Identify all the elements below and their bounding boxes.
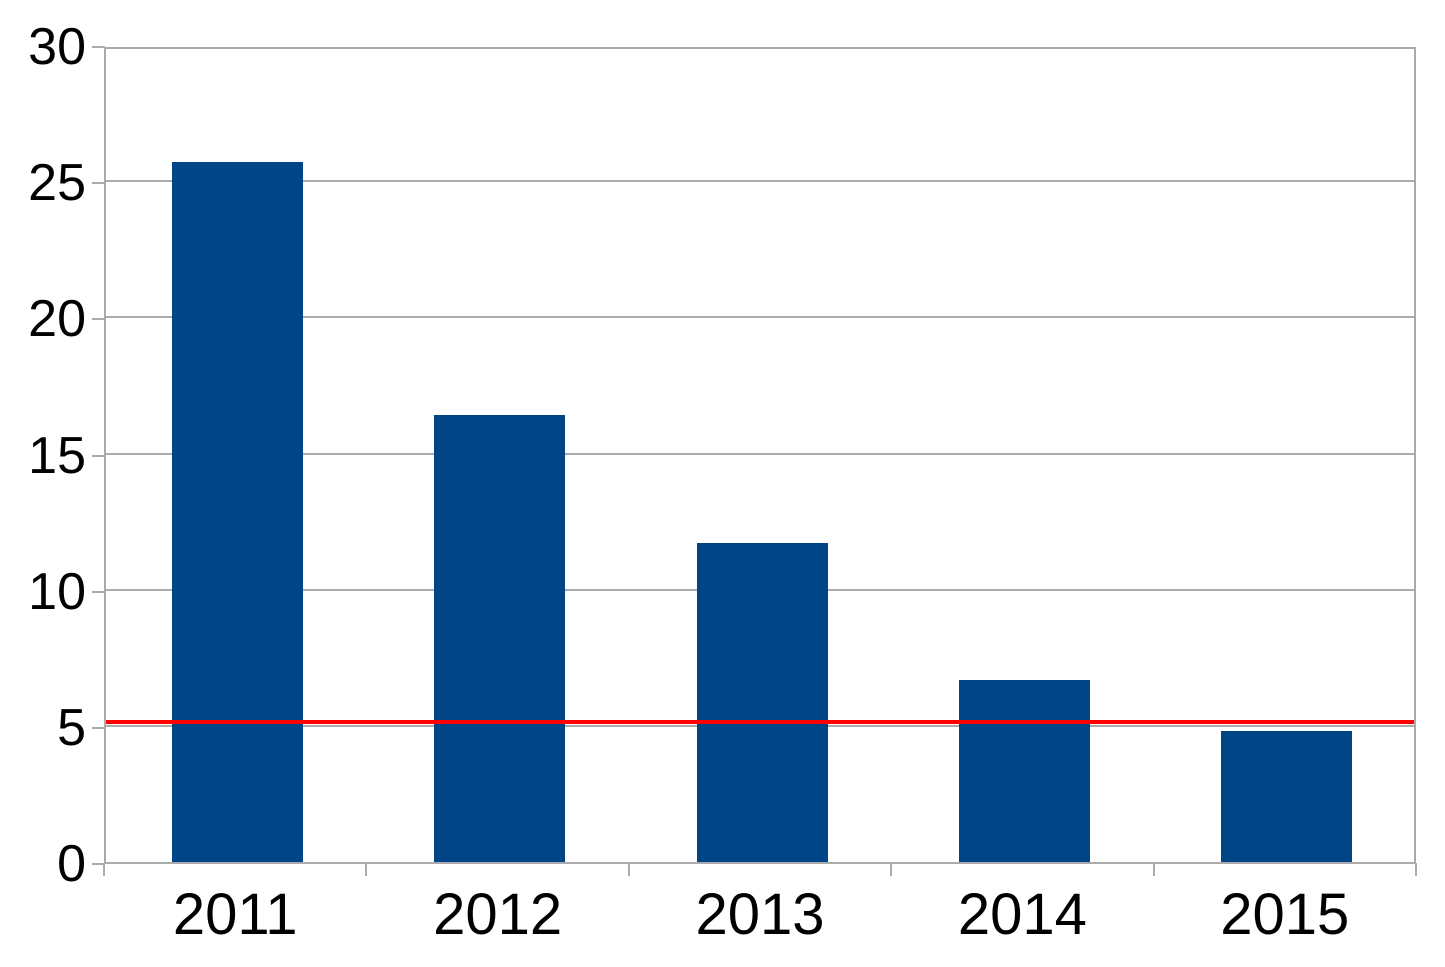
- y-axis-label-10: 10: [28, 562, 86, 621]
- y-axis-label-0: 0: [57, 835, 86, 893]
- bar-2012: [434, 415, 566, 862]
- y-axis-label-30: 30: [28, 18, 86, 76]
- y-axis-label-15: 15: [28, 426, 86, 485]
- x-tick-0: [103, 863, 105, 876]
- y-tick-5: [92, 726, 105, 729]
- x-tick-3: [890, 863, 893, 876]
- x-axis-label-2014: 2014: [957, 882, 1087, 947]
- gridline-y-25: [106, 180, 1414, 183]
- x-tick-2: [627, 863, 630, 876]
- y-tick-25: [92, 182, 105, 185]
- plot-area: [104, 47, 1416, 864]
- y-tick-15: [92, 454, 105, 457]
- y-tick-20: [92, 318, 105, 321]
- reference-line: [106, 719, 1414, 724]
- x-axis-label-2012: 2012: [433, 882, 563, 947]
- x-tick-5: [1415, 863, 1417, 876]
- y-tick-10: [92, 590, 105, 593]
- x-axis-label-2011: 2011: [172, 882, 298, 947]
- x-axis-label-2013: 2013: [695, 882, 825, 947]
- gridline-y-20: [106, 316, 1414, 319]
- y-axis-label-20: 20: [28, 290, 86, 349]
- x-tick-1: [365, 863, 368, 876]
- y-axis-label-5: 5: [57, 698, 86, 757]
- bar-2014: [958, 679, 1090, 862]
- x-axis-label-2015: 2015: [1220, 882, 1350, 947]
- gridline-y-15: [106, 452, 1414, 455]
- y-tick-30: [92, 46, 105, 48]
- bar-2011: [171, 162, 303, 862]
- y-tick-0: [92, 863, 105, 865]
- bar-2015: [1221, 731, 1353, 862]
- y-axis-label-25: 25: [28, 154, 86, 213]
- x-tick-4: [1152, 863, 1155, 876]
- bar-2013: [696, 543, 828, 862]
